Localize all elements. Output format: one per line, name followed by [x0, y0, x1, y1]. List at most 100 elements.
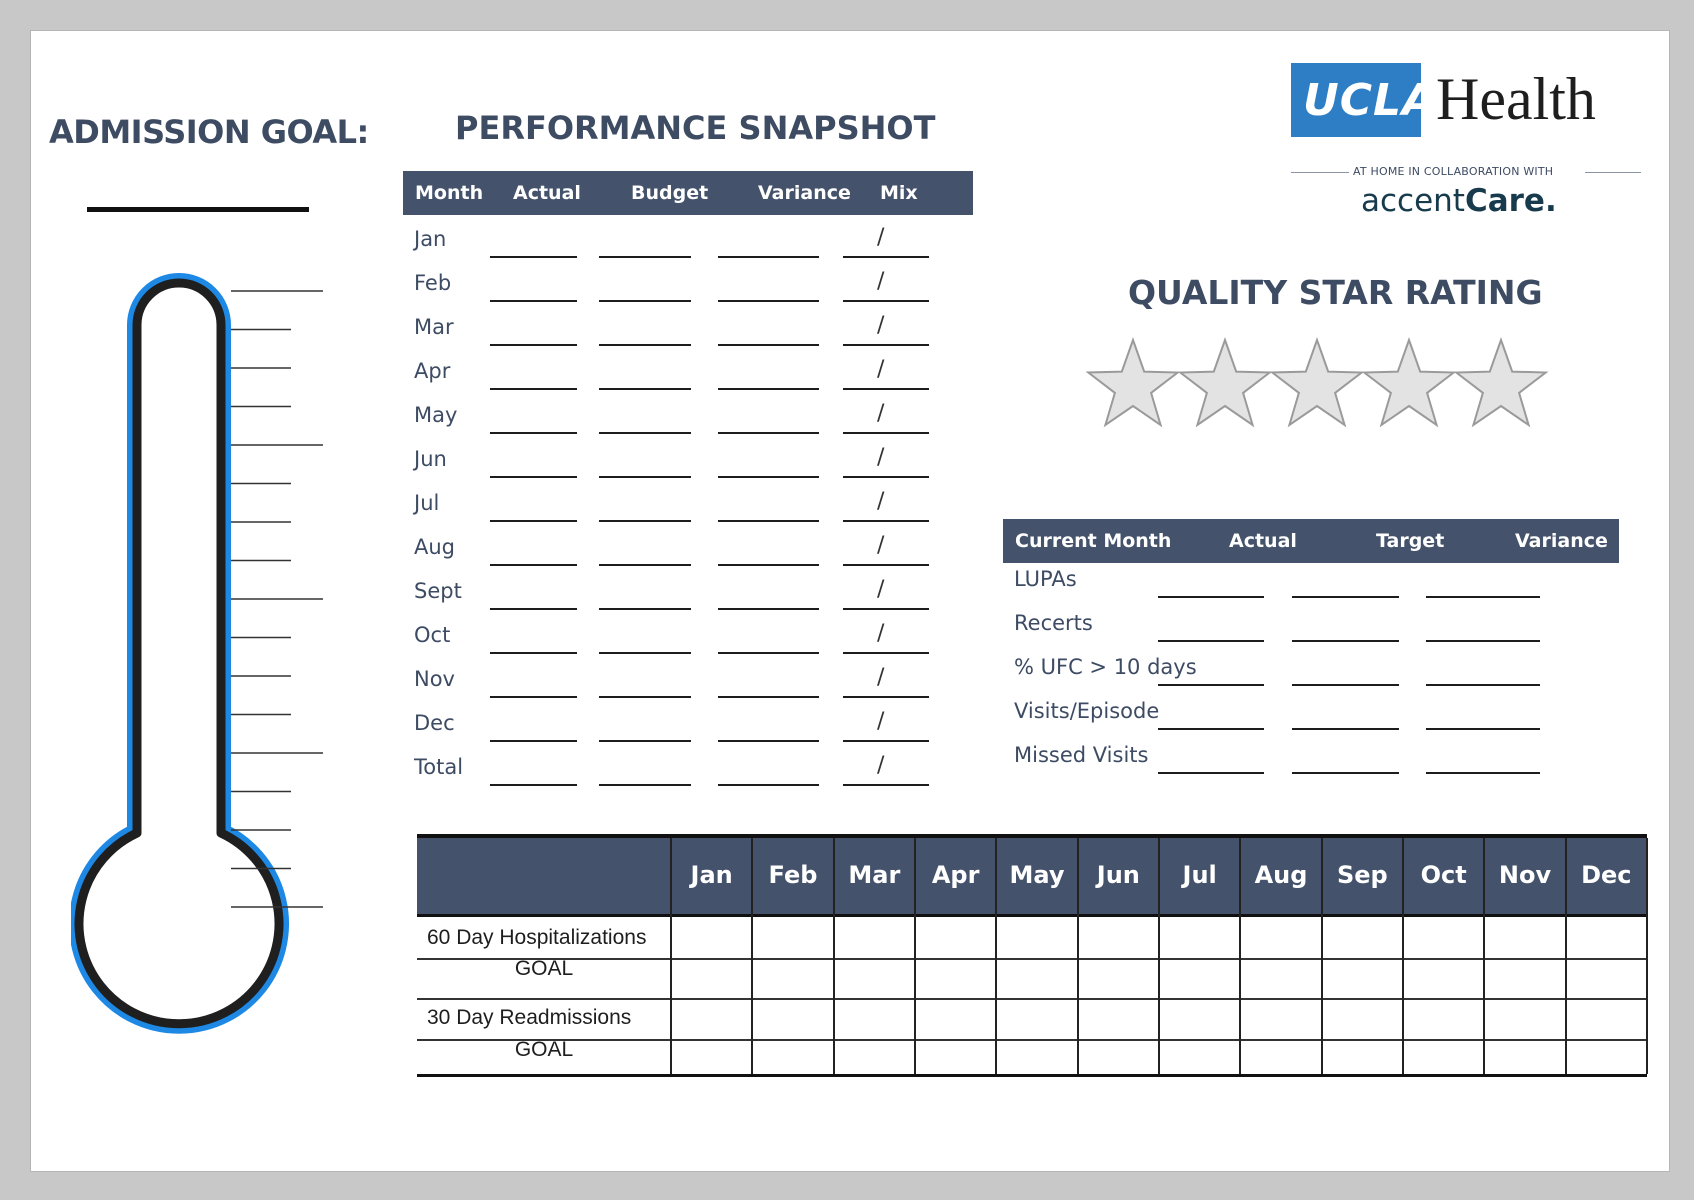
cm-col-target: Target [1376, 530, 1445, 552]
perf-mix-slash: / [877, 533, 885, 558]
perf-cell-line [599, 344, 691, 346]
hosp-month-label: Jan [690, 861, 733, 889]
perf-cell-line [718, 300, 819, 302]
cm-cell-line [1426, 728, 1540, 730]
perf-mix-slash: / [877, 445, 885, 470]
perf-cell-line [599, 784, 691, 786]
performance-header: Month Actual Budget Variance Mix [403, 171, 973, 215]
cm-cell-line [1158, 684, 1264, 686]
perf-mix-slash: / [877, 665, 885, 690]
perf-mix-slash: / [877, 357, 885, 382]
perf-cell-line [599, 300, 691, 302]
perf-mix-slash: / [877, 225, 885, 250]
cm-row-label: Visits/Episode [1014, 699, 1160, 723]
cm-cell-line [1158, 772, 1264, 774]
cm-cell-line [1158, 596, 1264, 598]
perf-cell-line [718, 564, 819, 566]
perf-cell-line [718, 520, 819, 522]
perf-cell-line [490, 388, 577, 390]
perf-cell-line [599, 256, 691, 258]
hosp-col-line [670, 838, 672, 1074]
cm-row-label: % UFC > 10 days [1014, 655, 1197, 679]
hosp-goal-label: GOAL [514, 1038, 574, 1061]
hosp-row-label: 60 Day Hospitalizations [427, 926, 647, 949]
hosp-row-line [417, 958, 1647, 960]
perf-mix-line [843, 256, 929, 258]
perf-row-label: Feb [414, 271, 452, 295]
cm-cell-line [1426, 640, 1540, 642]
cm-row-label: Missed Visits [1014, 743, 1149, 767]
hosp-col-line [914, 838, 916, 1074]
perf-mix-slash: / [877, 577, 885, 602]
whiteboard: ADMISSION GOAL: PERFORMANCE SNAPSHOT Mon… [30, 30, 1670, 1172]
hosp-month-label: May [1009, 861, 1065, 889]
cm-cell-line [1158, 640, 1264, 642]
perf-cell-line [718, 256, 819, 258]
perf-cell-line [599, 564, 691, 566]
perf-cell-line [718, 696, 819, 698]
perf-row-label: Mar [414, 315, 454, 339]
hosp-col-line [995, 838, 998, 1074]
cm-cell-line [1426, 596, 1540, 598]
perf-mix-line [843, 740, 929, 742]
perf-row-label: Jan [414, 227, 447, 251]
perf-mix-line [843, 564, 929, 566]
perf-cell-line [490, 432, 577, 434]
perf-cell-line [490, 696, 577, 698]
cm-cell-line [1292, 728, 1399, 730]
perf-cell-line [718, 388, 819, 390]
accentcare-light: accent [1361, 183, 1465, 219]
perf-row-label: Apr [414, 359, 451, 383]
accentcare-bold: Care [1464, 183, 1545, 219]
perf-mix-line [843, 432, 929, 434]
star-icon [1453, 337, 1549, 428]
perf-col-variance: Variance [758, 182, 851, 204]
perf-col-actual: Actual [513, 182, 581, 204]
perf-cell-line [490, 300, 577, 302]
logo-divider-left [1291, 172, 1349, 173]
perf-cell-line [718, 608, 819, 610]
hosp-bottom-border [417, 1074, 1647, 1077]
logo-divider-right [1585, 172, 1641, 173]
hosp-goal-label: GOAL [514, 957, 574, 980]
perf-mix-line [843, 696, 929, 698]
star-rating [1086, 337, 1549, 428]
perf-cell-line [490, 608, 577, 610]
hosp-col-line [832, 838, 835, 1074]
perf-row-label: Aug [414, 535, 456, 559]
hosp-top-border [417, 834, 1647, 838]
accentcare-logo: accentCare. [1361, 183, 1557, 219]
perf-mix-line [843, 652, 929, 654]
perf-mix-slash: / [877, 269, 885, 294]
perf-cell-line [599, 520, 691, 522]
perf-mix-slash: / [877, 621, 885, 646]
logo-tagline: AT HOME IN COLLABORATION WITH [1353, 165, 1554, 178]
perf-cell-line [718, 476, 819, 478]
hospitalization-table: Jan Feb Mar Apr May Jun Jul Aug Sep Oct Nov Dec 60 D… [417, 834, 1648, 1077]
star-icon [1086, 337, 1181, 428]
perf-mix-slash: / [877, 709, 885, 734]
cm-cell-line [1158, 728, 1264, 730]
perf-col-budget: Budget [631, 182, 709, 204]
cm-row-label: Recerts [1014, 611, 1093, 635]
perf-mix-slash: / [877, 489, 885, 514]
hosp-month-label: Jul [1182, 861, 1217, 889]
admission-goal-title: ADMISSION GOAL: [49, 113, 369, 151]
current-month-header: Current Month Actual Target Variance [1003, 519, 1619, 563]
cm-cell-line [1426, 772, 1540, 774]
perf-cell-line [599, 740, 691, 742]
hosp-row-line [417, 998, 1647, 1000]
perf-mix-line [843, 784, 929, 786]
perf-mix-slash: / [877, 401, 885, 426]
hosp-month-label: Aug [1254, 861, 1308, 889]
admission-goal-line [87, 207, 309, 212]
perf-mix-line [843, 476, 929, 478]
thermometer-icon [71, 273, 323, 1034]
star-icon [1361, 337, 1457, 428]
hosp-col-line [1483, 838, 1486, 1074]
perf-cell-line [490, 740, 577, 742]
perf-cell-line [718, 432, 819, 434]
perf-row-label: Sept [414, 579, 462, 603]
hosp-col-line [1320, 838, 1323, 1074]
perf-cell-line [490, 256, 577, 258]
